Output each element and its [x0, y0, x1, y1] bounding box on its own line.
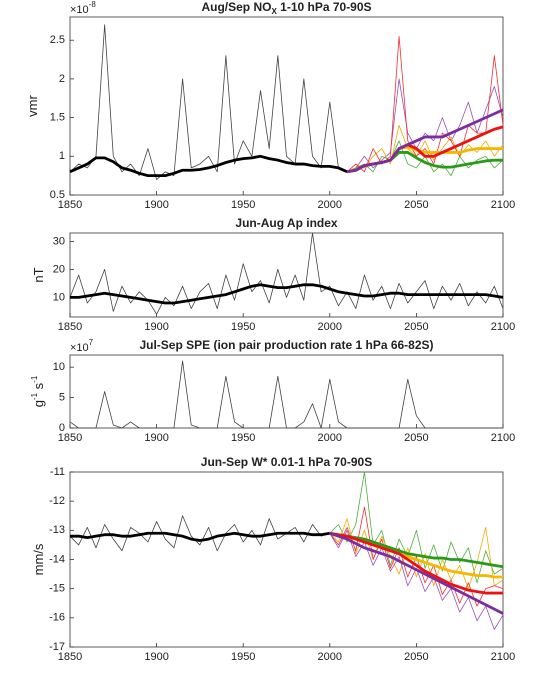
y-tick-label: -12: [49, 495, 65, 507]
series-line: [346, 35, 504, 173]
y-label-part: mm/s: [31, 543, 46, 575]
y-axis-label: vmr: [25, 95, 40, 117]
series-line: [329, 531, 503, 595]
x-tick-label: 1900: [144, 651, 168, 663]
y-tick-label: -11: [50, 466, 65, 478]
series-line: [346, 108, 504, 174]
x-tick-label: 1900: [144, 432, 168, 444]
panel: Jun-Sep W* 0.01-1 hPa 70-90S mm/s -17 -16 -1…: [31, 455, 515, 663]
plot-area: [69, 471, 504, 648]
x-tick-label: 2100: [491, 199, 515, 211]
x-tick-label: 2100: [491, 321, 515, 333]
y-tick-label: -17: [49, 641, 65, 653]
y-axis-label: mm/s: [31, 543, 46, 575]
y-tick-label: -16: [49, 612, 65, 624]
y-axis-label: nT: [31, 267, 46, 282]
y-tick-label: 5: [59, 391, 65, 403]
y-tick-label: -15: [49, 583, 65, 595]
y-multiplier: ×107​: [70, 338, 94, 354]
y-label-part: s: [31, 382, 46, 393]
y-tick-label: 10: [53, 291, 65, 303]
y-label-part: -1: [30, 392, 39, 400]
y-label-part: nT: [31, 267, 46, 282]
series-line: [329, 531, 504, 615]
panel-title: Jun-Aug Ap index: [235, 216, 338, 230]
y-tick-label: 0: [59, 422, 65, 434]
x-tick-label: 1900: [144, 321, 168, 333]
y-tick-label: 1.5: [50, 112, 65, 124]
multiplier-part: ×10: [70, 4, 89, 16]
series-line: [329, 531, 504, 569]
plot-area: [69, 354, 504, 429]
y-tick-label: 20: [53, 263, 65, 275]
series-line: [70, 283, 504, 305]
x-tick-label: 1950: [231, 651, 255, 663]
x-tick-label: 1900: [144, 199, 168, 211]
y-tick-label: 30: [53, 235, 65, 247]
y-tick-label: -13: [49, 524, 65, 536]
x-tick-label: 2050: [404, 199, 428, 211]
x-tick-label: 2100: [491, 651, 515, 663]
x-tick-label: 1850: [58, 651, 82, 663]
panel: Aug/Sep NOX​ 1-10 hPa 70-90S vmr ×10-8​ 0.5…: [25, 0, 515, 211]
y-tick-label: 2: [59, 73, 65, 85]
x-tick-label: 2050: [404, 651, 428, 663]
title-part: Jun-Aug Ap index: [235, 216, 338, 230]
x-tick-label: 1850: [58, 432, 82, 444]
y-tick-label: 10: [53, 361, 65, 373]
x-tick-label: 1950: [231, 321, 255, 333]
panel-title: Jul-Sep SPE (ion pair production rate 1 …: [139, 338, 433, 352]
panel-title: Aug/Sep NOX​ 1-10 hPa 70-90S: [201, 0, 371, 16]
panel: Jul-Sep SPE (ion pair production rate 1 …: [30, 338, 515, 444]
series-line: [69, 360, 503, 429]
series-line: [69, 154, 348, 178]
y-tick-label: -14: [49, 553, 65, 565]
series-line: [69, 232, 504, 315]
x-tick-label: 1850: [58, 199, 82, 211]
panel: Jun-Aug Ap index nT 10 20 30 1850 1900 1950 2000…: [31, 216, 515, 333]
x-tick-label: 2000: [318, 432, 342, 444]
y-tick-label: 1: [59, 150, 65, 162]
x-tick-label: 1950: [231, 432, 255, 444]
series-line: [346, 124, 504, 173]
y-axis-label: g-1​ s-1​: [30, 375, 46, 407]
panel-title: Jun-Sep W* 0.01-1 hPa 70-90S: [201, 455, 372, 469]
x-tick-label: 2000: [318, 321, 342, 333]
y-label-part: -1: [30, 375, 39, 383]
title-part: Aug/Sep NO: [201, 0, 271, 14]
x-tick-label: 1850: [58, 321, 82, 333]
x-tick-label: 2050: [404, 432, 428, 444]
title-part: 1-10 hPa 70-90S: [277, 0, 372, 14]
x-tick-label: 2100: [491, 432, 515, 444]
multiplier-part: 7: [89, 338, 94, 347]
x-tick-label: 2000: [318, 651, 342, 663]
x-tick-label: 2000: [318, 199, 342, 211]
y-tick-label: 0.5: [50, 189, 65, 201]
title-part: Jun-Sep W* 0.01-1 hPa 70-90S: [201, 455, 372, 469]
x-tick-label: 1950: [231, 199, 255, 211]
multiplier-part: ×10: [70, 342, 89, 354]
x-tick-label: 2050: [404, 321, 428, 333]
multiplier-part: -8: [89, 0, 97, 9]
title-part: Jul-Sep SPE (ion pair production rate 1 …: [139, 338, 433, 352]
title-part: X: [271, 7, 277, 16]
y-label-part: vmr: [25, 95, 40, 117]
series-line: [70, 531, 331, 542]
series-line: [69, 24, 348, 180]
y-tick-label: 2.5: [50, 34, 65, 46]
plot-area: [69, 232, 504, 318]
y-multiplier: ×10-8​: [70, 0, 96, 16]
y-label-part: g: [31, 400, 46, 407]
